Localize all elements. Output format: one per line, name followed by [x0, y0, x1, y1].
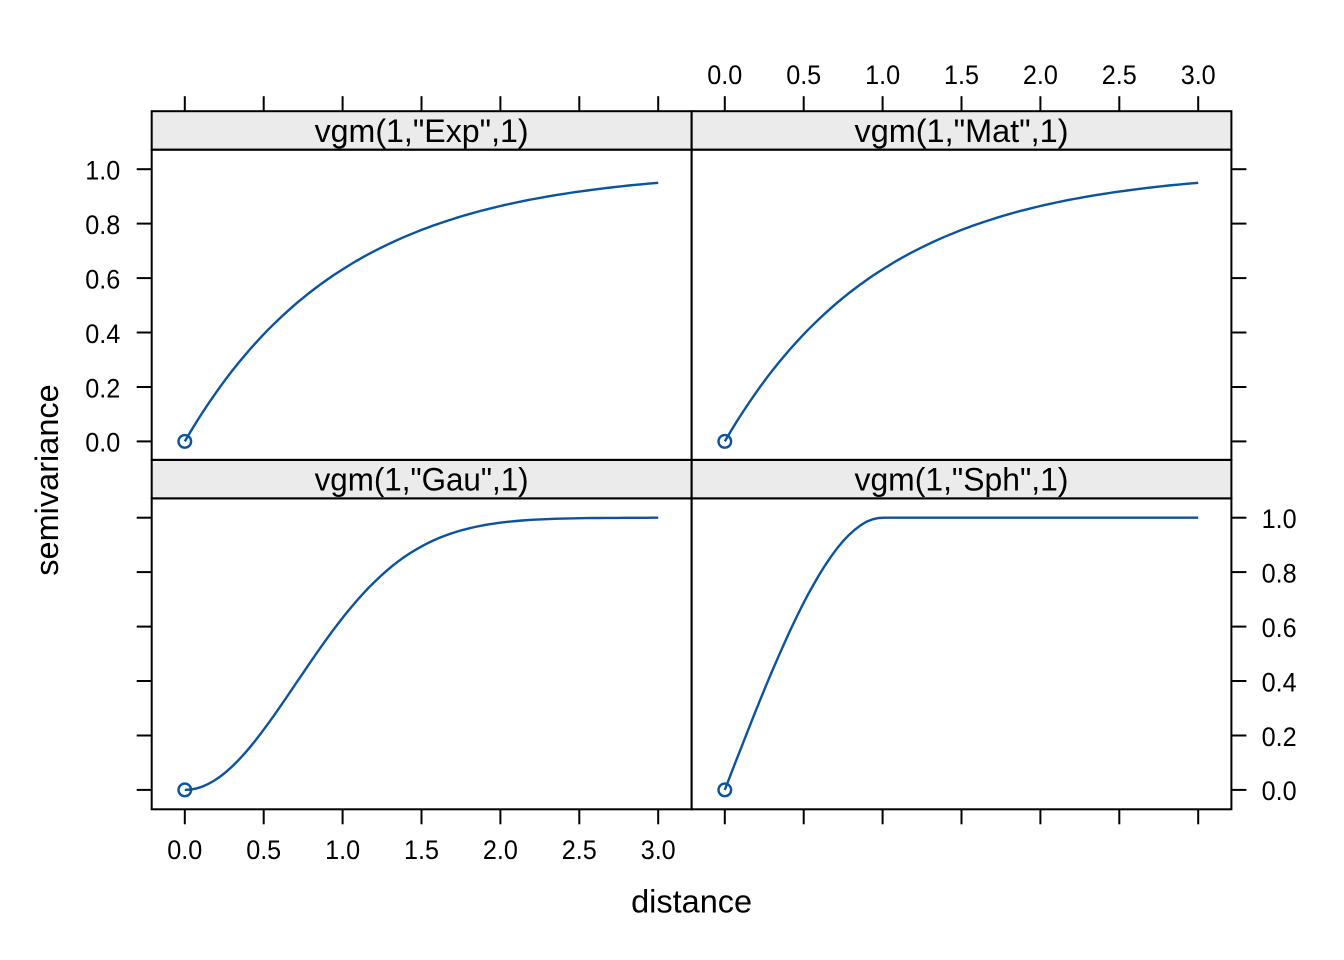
svg-text:0.0: 0.0 [85, 427, 120, 458]
svg-text:0.4: 0.4 [85, 318, 120, 349]
svg-text:vgm(1,"Mat",1): vgm(1,"Mat",1) [855, 113, 1069, 149]
svg-text:distance: distance [631, 883, 752, 919]
svg-text:1.0: 1.0 [325, 834, 360, 865]
svg-text:0.2: 0.2 [1262, 721, 1297, 752]
svg-text:vgm(1,"Gau",1): vgm(1,"Gau",1) [315, 462, 529, 498]
svg-text:0.0: 0.0 [707, 59, 742, 90]
svg-text:1.0: 1.0 [85, 155, 120, 186]
svg-text:0.6: 0.6 [1262, 612, 1297, 643]
svg-text:0.5: 0.5 [786, 59, 821, 90]
svg-text:vgm(1,"Sph",1): vgm(1,"Sph",1) [855, 462, 1069, 498]
svg-text:2.5: 2.5 [562, 834, 597, 865]
svg-text:1.5: 1.5 [944, 59, 979, 90]
svg-text:0.8: 0.8 [85, 209, 120, 240]
svg-text:3.0: 3.0 [1181, 59, 1216, 90]
svg-text:0.0: 0.0 [1262, 775, 1297, 806]
svg-text:0.6: 0.6 [85, 263, 120, 294]
svg-text:1.0: 1.0 [1262, 503, 1297, 534]
svg-text:2.0: 2.0 [483, 834, 518, 865]
svg-text:0.5: 0.5 [246, 834, 281, 865]
svg-text:semivariance: semivariance [29, 384, 65, 575]
svg-text:1.5: 1.5 [404, 834, 439, 865]
svg-text:2.5: 2.5 [1102, 59, 1137, 90]
svg-text:1.0: 1.0 [865, 59, 900, 90]
svg-text:2.0: 2.0 [1023, 59, 1058, 90]
svg-text:0.8: 0.8 [1262, 557, 1297, 588]
svg-text:vgm(1,"Exp",1): vgm(1,"Exp",1) [315, 113, 529, 149]
svg-text:0.4: 0.4 [1262, 666, 1297, 697]
svg-text:0.2: 0.2 [85, 372, 120, 403]
svg-text:0.0: 0.0 [167, 834, 202, 865]
svg-text:3.0: 3.0 [641, 834, 676, 865]
